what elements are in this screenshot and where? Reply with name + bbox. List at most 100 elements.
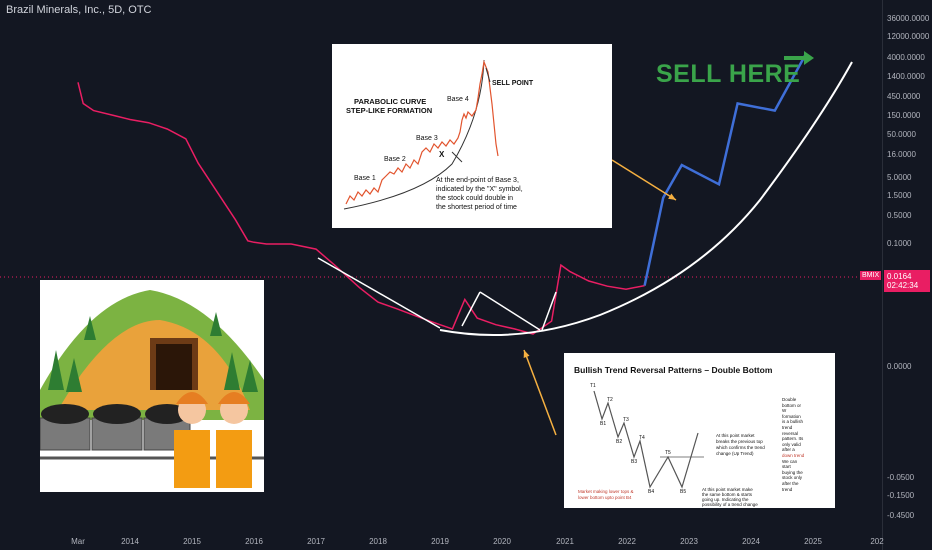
y-tick-label: 0.1000 — [887, 239, 912, 248]
price-badge: 0.0164 02:42:34 — [884, 270, 930, 292]
y-tick-label: 0.5000 — [887, 211, 912, 220]
base4-label: Base 4 — [447, 96, 469, 103]
note-br-4: possibility of a trend change — [702, 502, 758, 507]
parabolic-curve-inset: PARABOLIC CURVE STEP-LIKE FORMATION Base… — [332, 44, 612, 228]
arrow-to-sell — [485, 67, 491, 83]
double-bottom-inset: Bullish Trend Reversal Patterns – Double… — [564, 353, 835, 508]
y-tick-label: -0.0500 — [887, 473, 915, 482]
x-tick-label: 2016 — [245, 537, 263, 546]
side-note-line: trend — [782, 424, 793, 430]
point-B5: B5 — [680, 489, 687, 495]
y-tick-label: 450.0000 — [887, 92, 921, 101]
x-tick-label: 2022 — [618, 537, 636, 546]
inset1-note-4: the shortest period of time — [436, 204, 517, 211]
x-tick-label: 2021 — [556, 537, 574, 546]
trees — [48, 312, 258, 392]
y-tick-label: 0.0000 — [887, 362, 912, 371]
projection-series-line — [643, 53, 807, 286]
note-tr-4: change (Up Trend) — [716, 451, 754, 456]
side-note-line: W — [782, 408, 787, 414]
x-tick-label: 2025 — [804, 537, 822, 546]
note-br-3: going up. Indicating the — [702, 497, 749, 502]
y-tick-label: 36000.0000 — [887, 14, 930, 23]
y-tick-label: 16.0000 — [887, 150, 916, 159]
price-value: 0.0164 — [887, 272, 912, 281]
sell-point-label: SELL POINT — [492, 80, 534, 87]
x-tick-label: 2019 — [431, 537, 449, 546]
inset1-title-2: STEP-LIKE FORMATION — [346, 106, 433, 115]
side-note-line: We can — [782, 458, 798, 464]
step-price-line — [345, 59, 499, 205]
point-T4: T4 — [639, 435, 645, 441]
pattern-line — [317, 257, 441, 329]
parabolic-diagram — [343, 59, 499, 210]
side-note-line: trend — [782, 486, 793, 492]
point-T2: T2 — [607, 397, 613, 403]
y-tick-label: 50.0000 — [887, 130, 916, 139]
point-T1: T1 — [590, 383, 596, 389]
inset2-title: Bullish Trend Reversal Patterns – Double… — [574, 365, 773, 375]
point-T3: T3 — [623, 417, 629, 423]
side-note-line: bottom or — [782, 402, 802, 408]
inset1-note-1: At the end-point of Base 3, — [436, 177, 519, 184]
side-note-line: buying the — [782, 469, 803, 475]
mine-scene — [39, 280, 264, 492]
pattern-line — [541, 291, 557, 331]
note-br-1: At this point market make — [702, 487, 753, 492]
y-tick-label: -0.1500 — [887, 491, 915, 500]
base2-label: Base 2 — [384, 156, 406, 163]
side-note-line: stock only — [782, 475, 803, 481]
miners — [174, 392, 252, 488]
x-tick-label: 202 — [870, 537, 884, 546]
mine-carts — [39, 404, 264, 460]
note-bl-1: Market making lower tops & — [578, 489, 634, 494]
x-tick-label: 2017 — [307, 537, 325, 546]
y-tick-label: 5.0000 — [887, 173, 912, 182]
x-tick-label: Mar — [71, 537, 85, 546]
point-B4: B4 — [648, 489, 655, 495]
y-tick-label: 12000.0000 — [887, 32, 930, 41]
point-B1: B1 — [600, 421, 607, 427]
side-note-line: reversal — [782, 430, 799, 436]
point-T5: T5 — [665, 450, 671, 456]
base3-label: Base 3 — [416, 135, 438, 142]
note-tr-3: which confirms the trend — [716, 445, 765, 450]
chart-title: Brazil Minerals, Inc., 5D, OTC — [6, 4, 152, 16]
y-tick-label: -0.4500 — [887, 511, 915, 520]
side-note-line: start — [782, 464, 791, 470]
arrow-to-double-bottom — [523, 349, 557, 436]
x-mark: X — [439, 150, 445, 159]
double-bottom-line — [593, 390, 699, 489]
double-bottom-diagram — [593, 390, 704, 489]
sell-here-label: SELL HERE — [656, 60, 801, 88]
side-note-line: formation — [782, 413, 801, 419]
x-tick-label: 2020 — [493, 537, 511, 546]
point-B3: B3 — [631, 459, 638, 465]
side-note-line: pattern. Its — [782, 436, 804, 442]
parabolic-curve — [343, 59, 485, 210]
note-br-2: the same bottom & starts — [702, 492, 753, 497]
price-axis[interactable]: 36000.0000 12000.0000 4000.0000 1400.0000 45… — [882, 0, 932, 550]
pattern-line — [461, 291, 481, 327]
sell-arrow-icon — [784, 51, 814, 65]
inset1-title-1: PARABOLIC CURVE — [354, 97, 427, 106]
note-bl-2: lower bottom upto point B4 — [578, 495, 632, 500]
parabolic-trend-curve — [439, 61, 853, 336]
base1-label: Base 1 — [354, 175, 376, 182]
inset1-note-2: indicated by the "X" symbol, — [436, 186, 523, 193]
side-note-line: is a bullish — [782, 419, 804, 425]
pattern-line — [479, 291, 541, 331]
side-note-line: only valid — [782, 441, 801, 447]
inset1-note-3: the stock could double in — [436, 195, 514, 202]
y-tick-label: 1.5000 — [887, 191, 912, 200]
price-time: 02:42:34 — [887, 281, 919, 290]
side-note-line: after a — [782, 447, 795, 453]
y-tick-label: 4000.0000 — [887, 53, 925, 62]
side-note-line: after the — [782, 480, 799, 486]
y-tick-label: 1400.0000 — [887, 72, 925, 81]
side-note-line: down trend — [782, 452, 805, 458]
point-B2: B2 — [616, 439, 623, 445]
